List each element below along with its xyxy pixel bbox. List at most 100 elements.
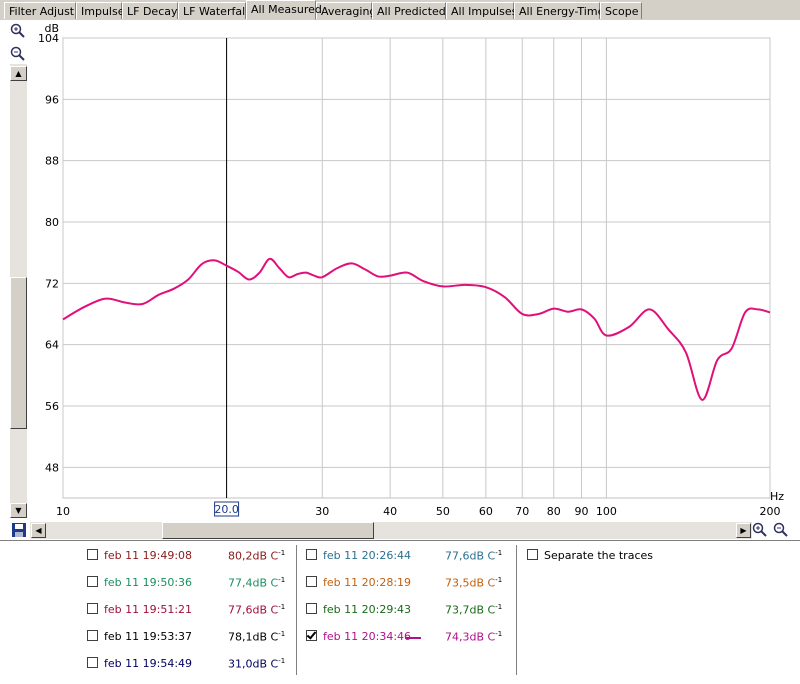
legend-value-db: 77,6dB C	[445, 550, 495, 563]
scroll-right-icon[interactable]: ▶	[736, 523, 751, 538]
legend-item[interactable]: feb 11 19:51:21	[87, 602, 192, 618]
tab-lf-waterfall[interactable]: LF Waterfall	[178, 2, 246, 19]
legend-checkbox[interactable]	[87, 576, 98, 587]
legend-value: 78,1dB C-1	[228, 630, 285, 644]
y-tick-label: 80	[45, 216, 59, 229]
x-tick-label: 80	[547, 505, 561, 518]
legend-value-db: 31,0dB C	[228, 658, 278, 671]
legend-value: 74,3dB C-1	[445, 630, 502, 644]
legend-item[interactable]: feb 11 19:49:08	[87, 548, 192, 564]
tab-all-predicted[interactable]: All Predicted	[372, 2, 446, 19]
legend-checkbox[interactable]	[87, 603, 98, 614]
legend-label: feb 11 19:54:49	[104, 657, 192, 670]
x-tick-label: 100	[596, 505, 617, 518]
x-axis-label: Hz	[770, 490, 784, 503]
legend-value-db: 74,3dB C	[445, 631, 495, 644]
x-tick-label: 50	[436, 505, 450, 518]
legend-label: feb 11 20:26:44	[323, 549, 411, 562]
legend-checkbox[interactable]	[306, 603, 317, 614]
legend-checkbox[interactable]	[87, 630, 98, 641]
tab-scope[interactable]: Scope	[600, 2, 642, 19]
legend-item[interactable]: feb 11 20:26:44	[306, 548, 411, 564]
legend-line-swatch	[405, 637, 421, 639]
tab-all-impulses[interactable]: All Impulses	[446, 2, 514, 19]
separate-traces-label: Separate the traces	[544, 549, 653, 562]
legend-value-db: 77,4dB C	[228, 577, 278, 590]
legend-checkbox[interactable]	[87, 657, 98, 668]
y-tick-label: 88	[45, 155, 59, 168]
tab-impulse[interactable]: Impulse	[76, 2, 122, 19]
legend-checkbox[interactable]	[306, 576, 317, 587]
legend-value: 73,7dB C-1	[445, 603, 502, 617]
y-tick-label: 96	[45, 93, 59, 106]
legend-label: feb 11 20:28:19	[323, 576, 411, 589]
tab-lf-decay[interactable]: LF Decay	[122, 2, 178, 19]
legend-label: feb 11 20:34:46	[323, 630, 411, 643]
x-tick-label: 10	[56, 505, 70, 518]
y-tick-label: 56	[45, 400, 59, 413]
legend-value-exponent: -1	[278, 603, 285, 611]
tab-averaging[interactable]: Averaging	[316, 2, 372, 19]
legend-label: feb 11 20:29:43	[323, 603, 411, 616]
legend-item[interactable]: feb 11 19:53:37	[87, 629, 192, 645]
legend-value-db: 78,1dB C	[228, 631, 278, 644]
zoom-out-x-icon[interactable]	[773, 522, 789, 538]
legend-divider	[296, 545, 297, 675]
legend-value-exponent: -1	[278, 630, 285, 638]
legend-checkbox[interactable]	[306, 549, 317, 560]
legend-value-db: 73,5dB C	[445, 577, 495, 590]
y-axis-label: dB	[44, 22, 59, 35]
scroll-left-icon[interactable]: ◀	[31, 523, 46, 538]
legend-item[interactable]: feb 11 20:28:19	[306, 575, 411, 591]
legend-value-exponent: -1	[495, 576, 502, 584]
x-tick-label: 200	[760, 505, 781, 518]
legend-item[interactable]: feb 11 19:54:49	[87, 656, 192, 672]
legend-value-exponent: -1	[495, 603, 502, 611]
legend-value-exponent: -1	[495, 549, 502, 557]
legend-label: feb 11 19:51:21	[104, 603, 192, 616]
save-icon[interactable]	[11, 522, 27, 538]
legend-label: feb 11 19:50:36	[104, 576, 192, 589]
legend-value-db: 73,7dB C	[445, 604, 495, 617]
legend-value: 31,0dB C-1	[228, 657, 285, 671]
separate-traces-option[interactable]: Separate the traces	[527, 548, 653, 564]
legend-value-exponent: -1	[495, 630, 502, 638]
legend-label: feb 11 19:53:37	[104, 630, 192, 643]
legend-value: 73,5dB C-1	[445, 576, 502, 590]
y-tick-label: 64	[45, 339, 59, 352]
legend-divider	[516, 545, 517, 675]
legend-item[interactable]: feb 11 20:34:46	[306, 629, 411, 645]
x-tick-label: 40	[383, 505, 397, 518]
x-tick-label: 30	[315, 505, 329, 518]
zoom-in-x-icon[interactable]	[752, 522, 768, 538]
legend-value-exponent: -1	[278, 576, 285, 584]
tab-all-measured[interactable]: All Measured	[246, 0, 316, 20]
legend-checkbox[interactable]	[87, 549, 98, 560]
cursor-readout: 20.0	[214, 503, 239, 516]
legend-value-exponent: -1	[278, 657, 285, 665]
legend-checkbox[interactable]	[306, 630, 317, 641]
legend-value-exponent: -1	[278, 549, 285, 557]
x-tick-label: 70	[515, 505, 529, 518]
legend-value: 80,2dB C-1	[228, 549, 285, 563]
horizontal-scroll-thumb[interactable]	[162, 522, 374, 539]
legend-label: feb 11 19:49:08	[104, 549, 192, 562]
tab-filter-adjust[interactable]: Filter Adjust	[4, 2, 76, 19]
legend-value: 77,6dB C-1	[445, 549, 502, 563]
y-tick-label: 48	[45, 461, 59, 474]
legend-value-db: 80,2dB C	[228, 550, 278, 563]
separate-traces-checkbox[interactable]	[527, 549, 538, 560]
legend-value: 77,4dB C-1	[228, 576, 285, 590]
y-tick-label: 72	[45, 277, 59, 290]
horizontal-scrollbar[interactable]	[30, 522, 752, 539]
legend-value-db: 77,6dB C	[228, 604, 278, 617]
x-tick-label: 90	[575, 505, 589, 518]
legend-value: 77,6dB C-1	[228, 603, 285, 617]
tab-all-energy-time[interactable]: All Energy-Time	[514, 2, 600, 19]
legend-item[interactable]: feb 11 20:29:43	[306, 602, 411, 618]
x-tick-label: 60	[479, 505, 493, 518]
plot-frame	[63, 38, 770, 498]
legend-item[interactable]: feb 11 19:50:36	[87, 575, 192, 591]
